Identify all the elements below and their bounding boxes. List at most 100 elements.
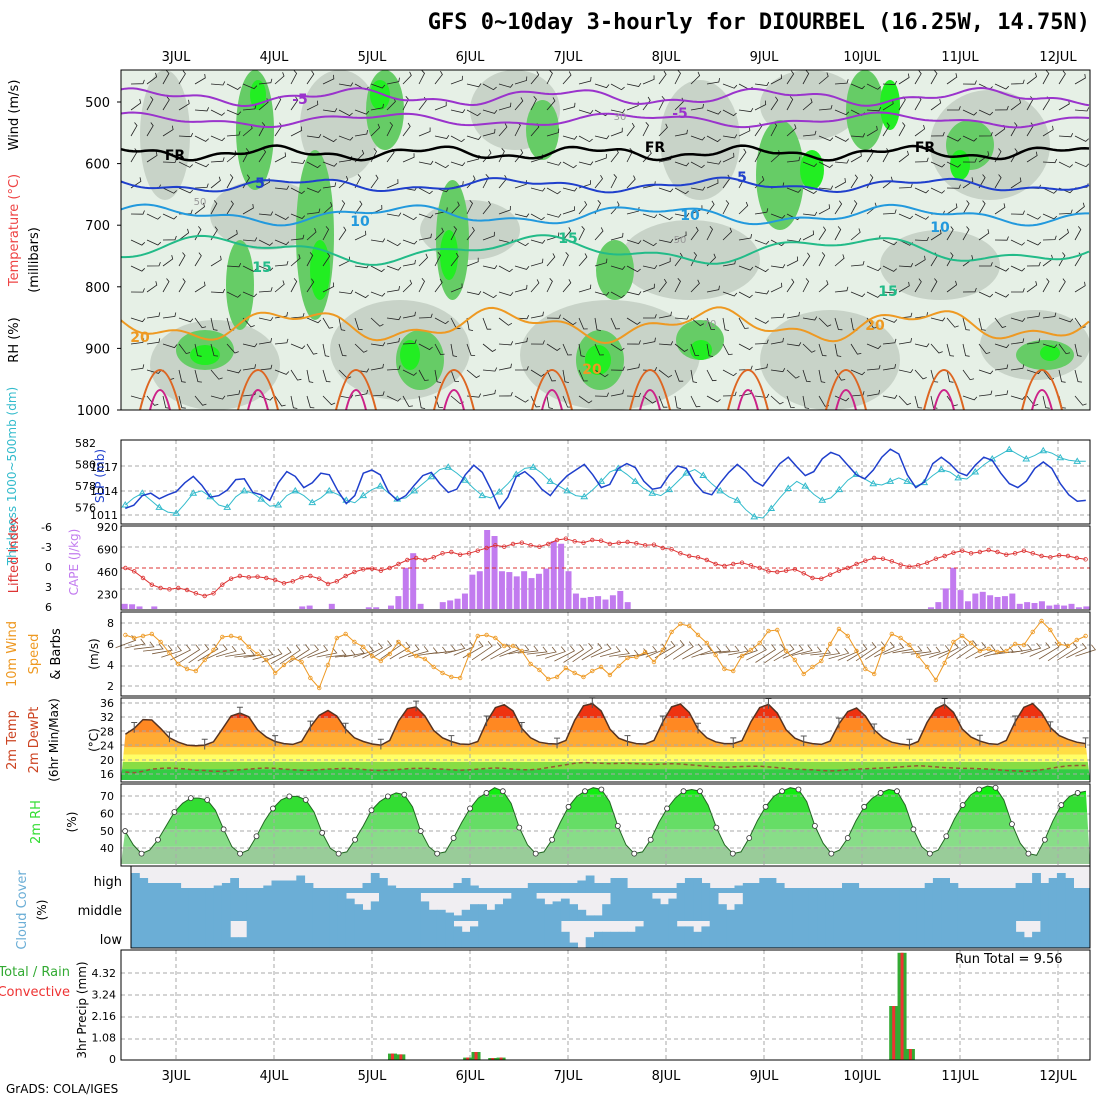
wind-barb — [290, 395, 298, 409]
cape-bar-125 — [1046, 605, 1053, 609]
wind-barb — [866, 107, 882, 112]
wind-barb — [386, 122, 393, 137]
cloud-low-cell-94 — [908, 921, 917, 948]
thickness-point-8 — [189, 489, 198, 496]
rh2m-point-90 — [861, 803, 868, 810]
wind-barb — [706, 343, 714, 357]
wind-barb — [482, 109, 498, 114]
wind10-speed-point-93 — [942, 660, 947, 666]
wind10-speed-point-41 — [484, 632, 489, 638]
wind-barb — [594, 153, 607, 163]
wind10-speed-point-97 — [977, 648, 983, 654]
cloud-high-cell-104 — [990, 888, 1000, 893]
wind-barb — [786, 187, 802, 193]
wind10-barb-67 — [728, 645, 749, 656]
thickness-point-88 — [869, 479, 878, 487]
lifted-index-point-27 — [361, 567, 366, 572]
cloud-high-cell-27 — [354, 888, 363, 893]
wind10-speed-point-11 — [220, 634, 225, 640]
wind-barb — [1026, 72, 1037, 85]
wind-barb — [498, 102, 512, 111]
cloud-high-cell-76 — [759, 878, 769, 893]
cloud-middle-cell-31 — [387, 893, 397, 921]
temp-minmax-bar-93 — [941, 698, 948, 709]
wind-barb — [514, 239, 529, 247]
wind-barb — [226, 390, 241, 397]
cloud-high-cell-13 — [238, 888, 248, 893]
wind-barb — [642, 265, 658, 270]
cloud-middle-cell-73 — [734, 904, 744, 921]
cloud-middle-cell-56 — [594, 915, 603, 921]
wind-barb — [146, 151, 158, 163]
wind-barb — [626, 340, 641, 345]
cloud-middle-cell-58 — [610, 893, 620, 921]
cloud-middle-cell-66 — [676, 893, 686, 921]
ylabel-temperature: Temperature (°C) — [7, 174, 22, 287]
wind10-speed-point-26 — [352, 639, 357, 645]
cloud-middle-cell-112 — [1056, 893, 1066, 921]
wind10-barb-89 — [929, 645, 950, 658]
wind-barb — [658, 187, 674, 193]
cape-bar-119 — [1001, 596, 1008, 609]
ylabel-lifted-index: Lifted Index — [7, 516, 22, 593]
cloud-low-cell-18 — [279, 921, 289, 948]
contour-label-pos20-0: 20 — [130, 330, 150, 346]
ylabel-rh2m-unit: (%) — [65, 812, 79, 833]
cloud-low-cell-107 — [1015, 931, 1025, 948]
wind-barb — [722, 152, 735, 163]
cloud-low-cell-99 — [949, 921, 959, 948]
wind-barb — [722, 227, 733, 241]
wind-barb — [994, 265, 1010, 272]
cloud-low-cell-73 — [734, 921, 744, 948]
lifted-index-point-94 — [951, 550, 956, 555]
rh-saturated-10 — [400, 340, 420, 370]
wind-barb — [562, 279, 572, 293]
wind-barb — [130, 79, 145, 85]
wind-barb — [786, 369, 800, 379]
precip-conv-bar-32 — [390, 1053, 394, 1060]
wind-barb — [610, 343, 625, 351]
wind-barb — [338, 289, 354, 295]
temp-minmax-bar-105 — [1047, 721, 1054, 732]
cloud-low-cell-84 — [825, 921, 835, 948]
wind-barb — [434, 369, 442, 383]
cloud-middle-cell-32 — [395, 893, 405, 921]
wind-barb — [434, 278, 443, 293]
rh2m-point-106 — [992, 784, 999, 791]
cape-bar-48 — [476, 571, 483, 609]
wind-barb — [530, 71, 540, 85]
wind-barb — [530, 187, 546, 192]
wind-barb — [1058, 252, 1066, 267]
cloud-middle-cell-7 — [188, 893, 198, 921]
rh2m-tick-40: 40 — [100, 842, 114, 855]
thickness-point-52 — [563, 486, 572, 494]
cloud-low-cell-23 — [321, 921, 330, 948]
wind-barb — [738, 108, 754, 113]
isotherm-5 — [120, 176, 1090, 194]
lifted-index-point-9 — [202, 593, 207, 599]
wind-barb — [226, 200, 234, 215]
cloud-high-cell-65 — [668, 888, 678, 893]
wind-barb — [1042, 278, 1050, 293]
cloud-high-cell-68 — [693, 878, 702, 893]
wind-barb — [882, 265, 897, 272]
rh2m-point-26 — [335, 850, 342, 857]
wind10-speed-point-76 — [792, 657, 798, 663]
wind-barb — [402, 153, 415, 163]
cloud-middle-cell-114 — [1073, 893, 1083, 921]
wind10-speed-point-60 — [651, 659, 657, 665]
cape-bar-110 — [935, 602, 942, 609]
lifted-index-point-106 — [1056, 553, 1062, 558]
cloud-low-cell-81 — [800, 921, 810, 948]
cloud-middle-cell-12 — [230, 893, 239, 921]
precip-tick-0: 0 — [109, 1053, 116, 1066]
temp-minmax-bar-57 — [624, 735, 631, 746]
isotherm-30-bump-0 — [149, 389, 171, 411]
wind-barb — [610, 201, 620, 215]
wind-barb — [546, 343, 561, 351]
cloud-high-cell-110 — [1040, 883, 1050, 893]
wind-barb — [658, 70, 667, 85]
cloud-high-cell-9 — [205, 888, 215, 893]
wind-barb — [946, 226, 954, 241]
wind-barb — [274, 239, 290, 246]
